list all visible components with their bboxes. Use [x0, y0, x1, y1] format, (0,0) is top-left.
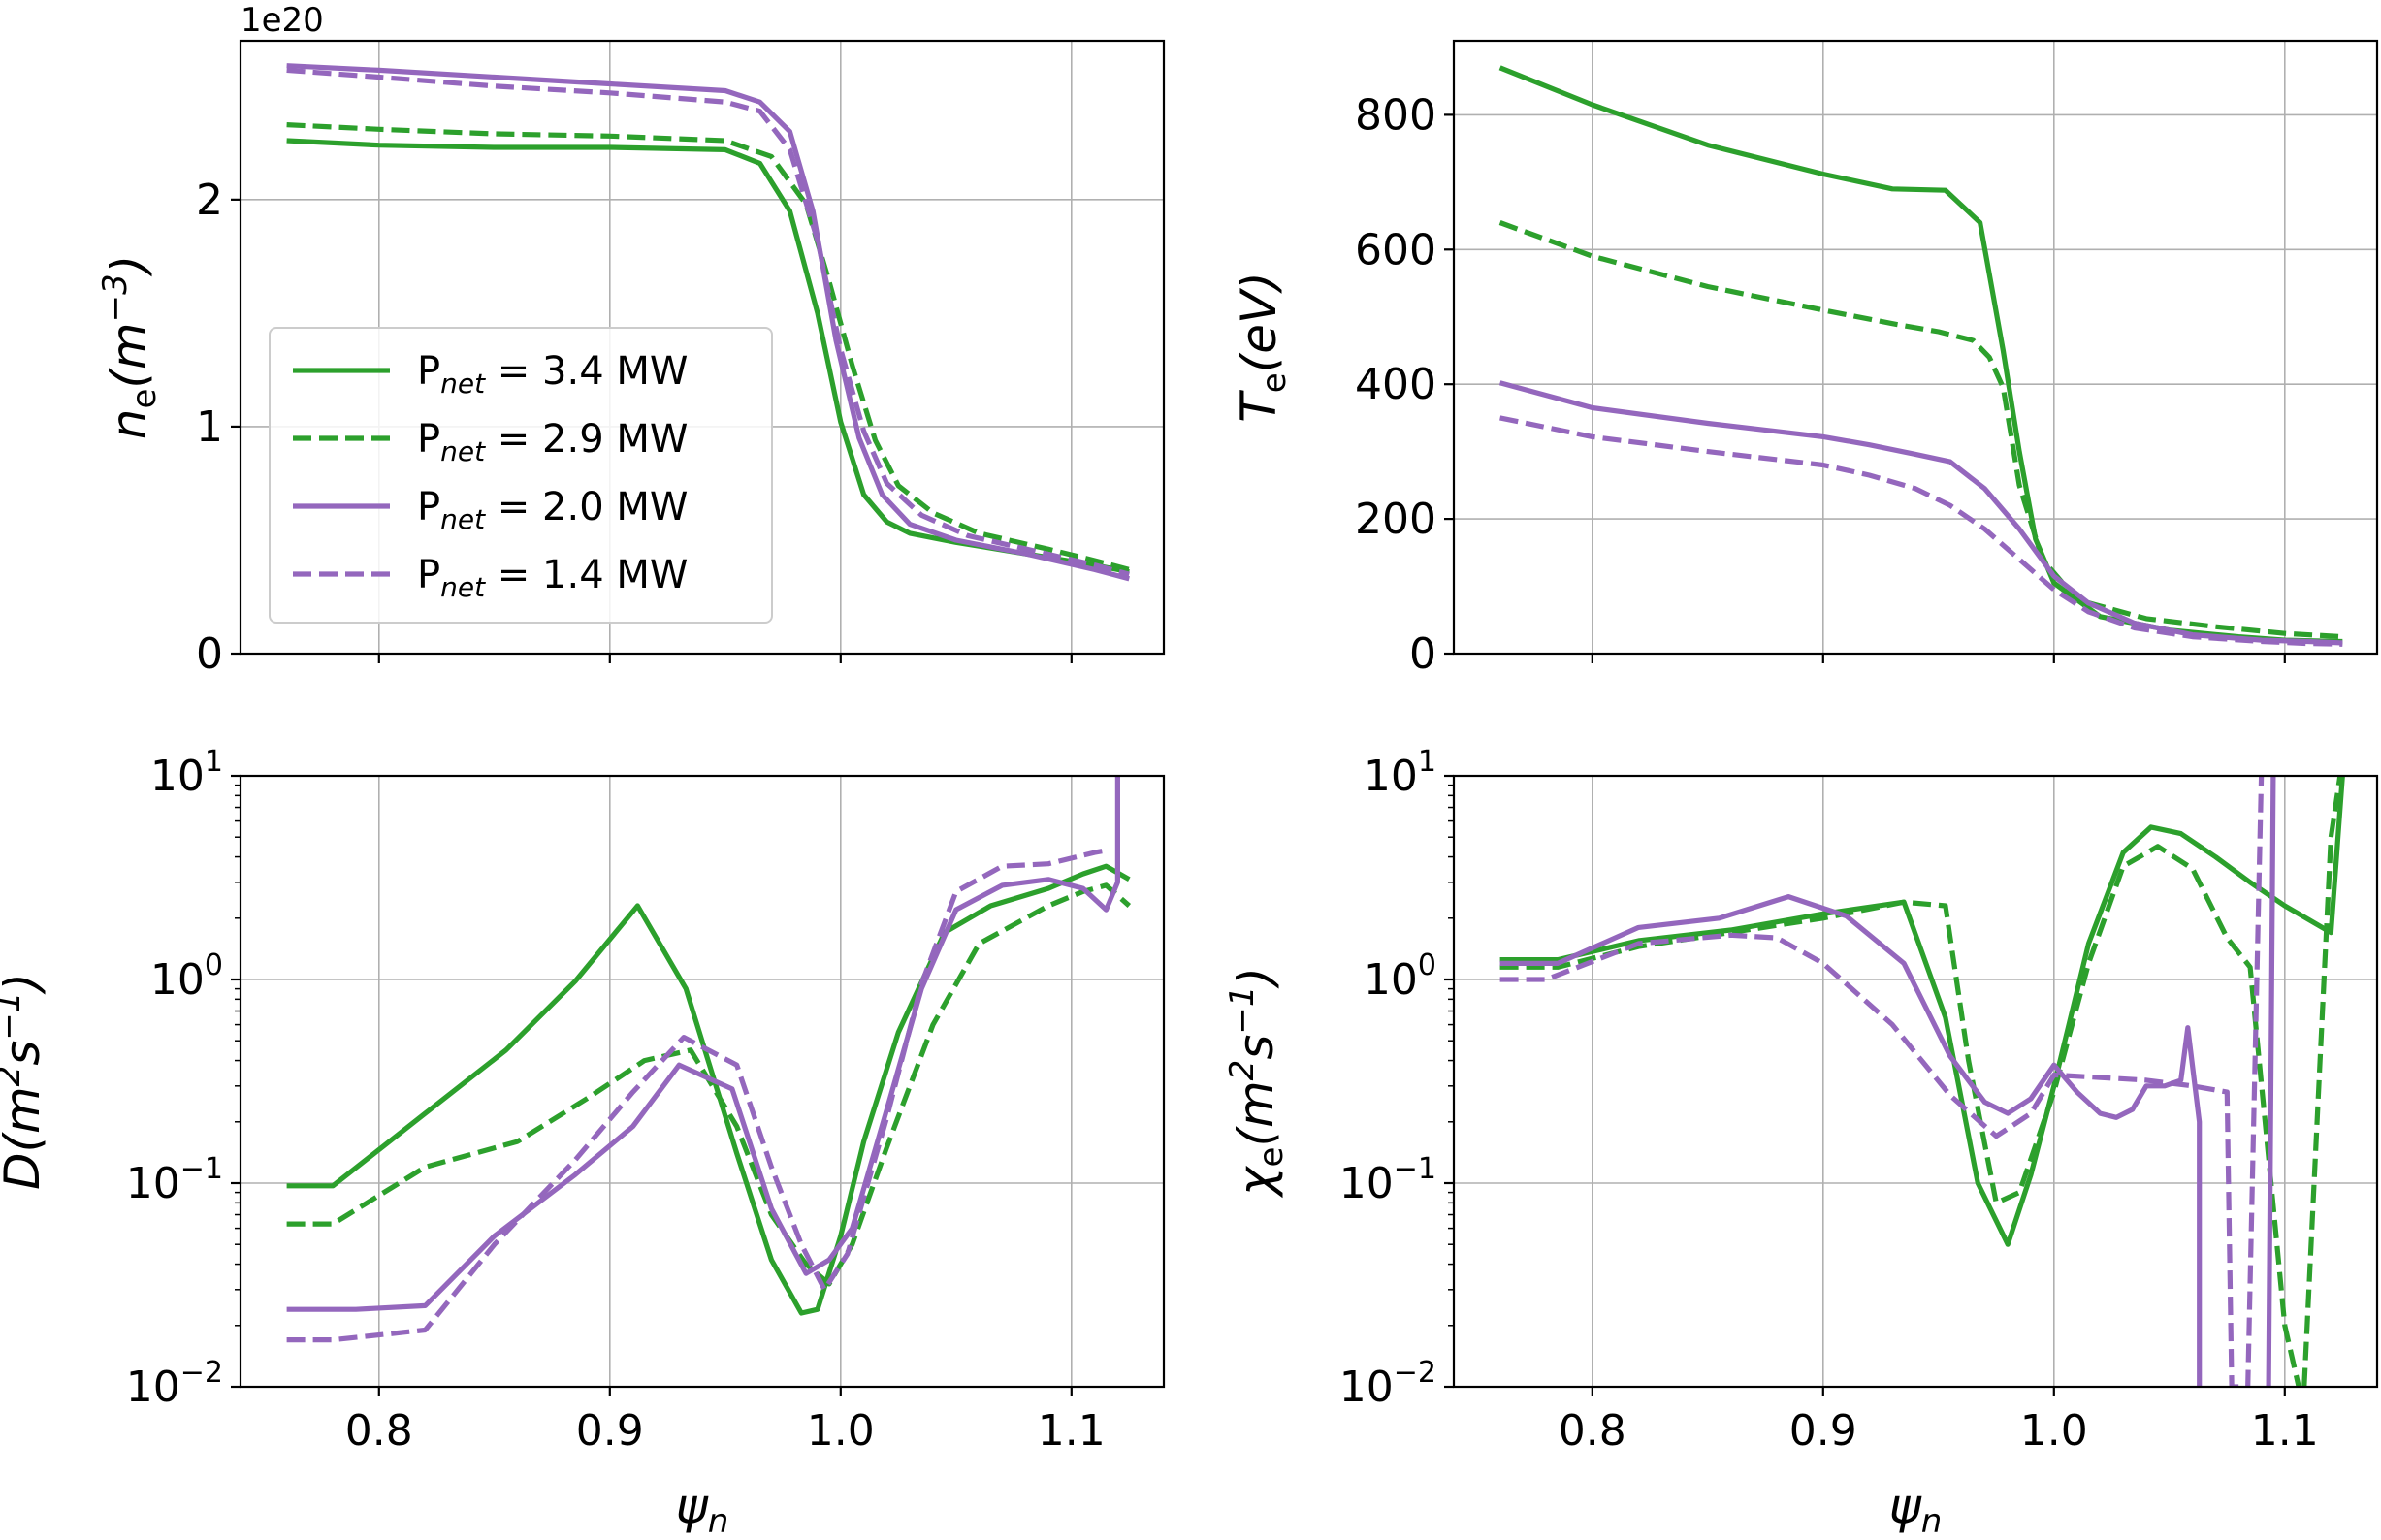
y-tick-label: 101: [1364, 745, 1436, 801]
series-line: [1499, 776, 2265, 1387]
legend-label: Pnet = 2.0 MW: [417, 485, 688, 535]
panel-te: 0 200 400 600 800 Te(eV): [1231, 39, 2379, 679]
series-line: [1498, 220, 2343, 640]
series-line: [1499, 415, 2343, 647]
legend-label: Pnet = 2.9 MW: [417, 417, 688, 467]
series-group-te: [1498, 65, 2343, 647]
y-tick-label: 10−2: [126, 1356, 223, 1412]
y-axis-label: Te(eV): [1231, 272, 1294, 422]
y-axis-label: χe(m2s−1): [1223, 967, 1291, 1199]
y-tick-label: 100: [1364, 948, 1436, 1005]
series-line: [286, 863, 1131, 1316]
x-tick-label: 0.9: [576, 1406, 644, 1456]
y-tick-label: 1: [196, 402, 223, 452]
panel-d: 0.8 0.9 1.0 1.1 10−2 10−1 100 101 D(m2s−1) ψn: [0, 745, 1166, 1540]
y-tick-label: 10−1: [1339, 1152, 1436, 1208]
x-tick-label: 1.1: [1038, 1406, 1106, 1456]
series-line: [1499, 776, 2343, 1387]
axis-frame: [1452, 774, 2379, 1389]
y-tick-label: 10−1: [126, 1152, 223, 1208]
panel-ne: 0 1 2 1e20 ne(m−3): [96, 1, 1166, 679]
y-tick-label: 800: [1355, 90, 1436, 140]
x-tick-label: 1.0: [2020, 1406, 2088, 1456]
series-line: [286, 67, 1130, 577]
y-tick-label: 10−2: [1339, 1356, 1436, 1412]
series-line: [286, 848, 1107, 1343]
axis-frame: [239, 39, 1166, 656]
offset-text: 1e20: [241, 1, 324, 40]
series-line: [1498, 380, 2343, 646]
x-tick-label: 0.8: [1559, 1406, 1626, 1456]
series-group-chi: [1499, 776, 2345, 1387]
legend: Pnet = 3.4 MW Pnet = 2.9 MW Pnet = 2.0 MW P…: [269, 327, 773, 624]
x-axis-label: ψn: [1889, 1478, 1943, 1540]
x-tick-label: 1.1: [2251, 1406, 2319, 1456]
series-line: [1498, 65, 2343, 645]
y-axis-label: D(m2s−1): [0, 973, 50, 1190]
x-tick-label: 1.0: [807, 1406, 875, 1456]
y-tick-label: 0: [1409, 629, 1436, 679]
y-tick-label: 400: [1355, 360, 1436, 409]
legend-label: Pnet = 3.4 MW: [417, 349, 688, 400]
series-line: [286, 882, 1132, 1287]
y-tick-label: 600: [1355, 225, 1436, 274]
y-axis-label: ne(m−3): [96, 255, 164, 439]
legend-frame: [269, 327, 773, 624]
x-tick-label: 0.9: [1789, 1406, 1857, 1456]
axis-frame: [239, 774, 1166, 1389]
y-tick-label: 101: [150, 745, 223, 801]
grid-d: [241, 776, 1164, 1387]
y-tick-label: 100: [150, 948, 223, 1005]
series-group-ne: [286, 63, 1130, 582]
x-axis-label: ψn: [676, 1478, 729, 1540]
grid-te: [1454, 41, 2377, 654]
x-tick-label: 0.8: [345, 1406, 413, 1456]
series-group-d: [286, 776, 1132, 1343]
y-tick-label: 2: [196, 176, 223, 225]
y-tick-label: 200: [1355, 495, 1436, 544]
axis-frame: [1452, 39, 2379, 656]
grid-chi: [1454, 776, 2377, 1387]
y-tick-label: 0: [196, 629, 223, 679]
panel-chi: 0.8 0.9 1.0 1.1 10−2 10−1 100 101 χe(m2s−1) ψn: [1223, 745, 2379, 1540]
legend-label: Pnet = 1.4 MW: [417, 553, 688, 603]
series-line: [1499, 776, 2345, 1247]
series-line: [1499, 776, 2276, 1387]
series-line: [286, 122, 1130, 572]
